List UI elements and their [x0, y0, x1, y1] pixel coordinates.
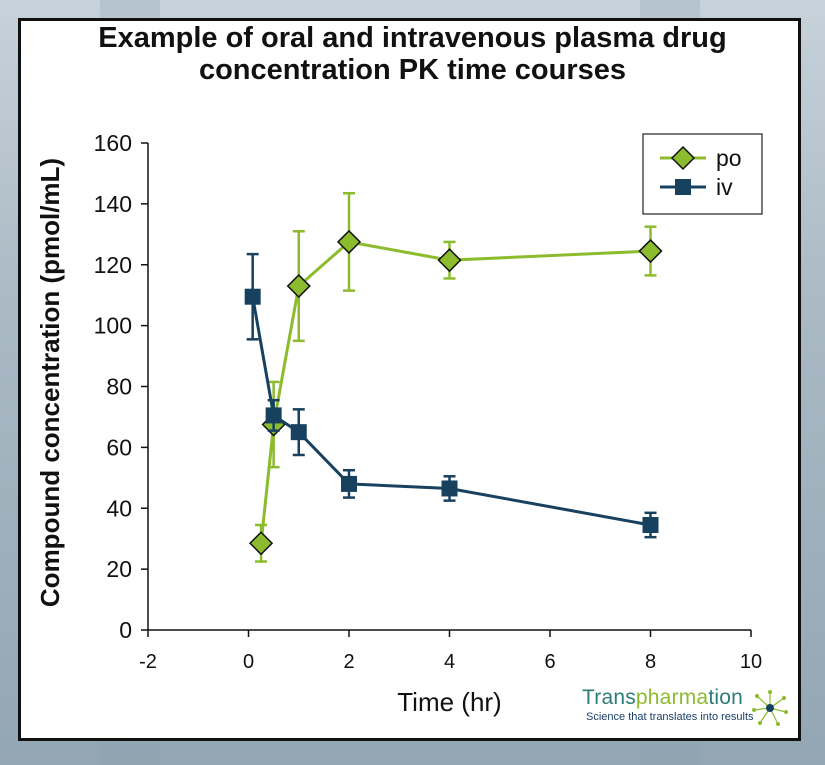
data-point-po — [638, 238, 663, 264]
x-tick-label: 4 — [444, 651, 455, 673]
legend-label-po: po — [716, 145, 742, 171]
series-po — [249, 191, 663, 563]
x-tick-label: 10 — [740, 651, 762, 673]
data-point-iv — [441, 480, 458, 497]
y-tick-label: 80 — [106, 374, 132, 400]
legend-marker-iv — [675, 179, 691, 195]
y-tick-label: 100 — [94, 313, 132, 339]
logo-name-prefix: Trans — [582, 686, 636, 709]
logo-name: Transpharmation — [582, 686, 743, 710]
y-tick-label: 60 — [106, 434, 132, 460]
x-tick-label: 6 — [544, 651, 555, 673]
data-point-po — [286, 273, 311, 299]
series-line-iv — [251, 296, 651, 527]
logo-name-highlight: pharma — [635, 686, 709, 709]
data-point-iv — [341, 475, 357, 492]
y-tick-label: 40 — [106, 495, 132, 521]
legend-marker-po — [670, 145, 696, 171]
transpharmation-logo: Transpharmation Science that translates … — [578, 686, 793, 728]
data-point-iv — [244, 288, 261, 305]
chart-title-line-1: Example of oral and intravenous plasma d… — [98, 22, 727, 54]
data-point-po — [249, 531, 274, 556]
logo-tagline: Science that translates into results — [586, 711, 754, 723]
chart-title-line-2: concentration PK time courses — [198, 54, 627, 86]
data-point-po — [336, 229, 362, 254]
chart-title: Example of oral and intravenous plasma d… — [0, 22, 825, 86]
y-tick-label: 140 — [94, 191, 132, 217]
y-tick-label: 0 — [119, 617, 132, 643]
y-tick-label: 20 — [106, 556, 132, 582]
data-point-iv — [290, 424, 307, 441]
x-tick-label: 0 — [243, 651, 254, 673]
data-point-iv — [642, 516, 659, 533]
data-point-iv — [265, 407, 282, 424]
legend-label-iv: iv — [716, 174, 733, 200]
y-tick-label: 120 — [94, 252, 132, 278]
x-tick-label: -2 — [139, 651, 157, 673]
data-point-po — [437, 248, 462, 273]
legend: po iv — [642, 133, 763, 215]
legend-box — [642, 133, 763, 215]
x-tick-label: 2 — [343, 651, 354, 673]
y-tick-label: 160 — [94, 130, 132, 156]
series-iv — [244, 252, 659, 539]
logo-name-suffix: tion — [708, 686, 743, 709]
y-axis-label: Compound concentration (pmol/mL) — [35, 158, 65, 607]
molecule-burst-icon — [752, 690, 788, 726]
series-line-po — [259, 240, 651, 544]
x-tick-label: 8 — [645, 651, 656, 673]
x-axis-label: Time (hr) — [397, 687, 501, 717]
